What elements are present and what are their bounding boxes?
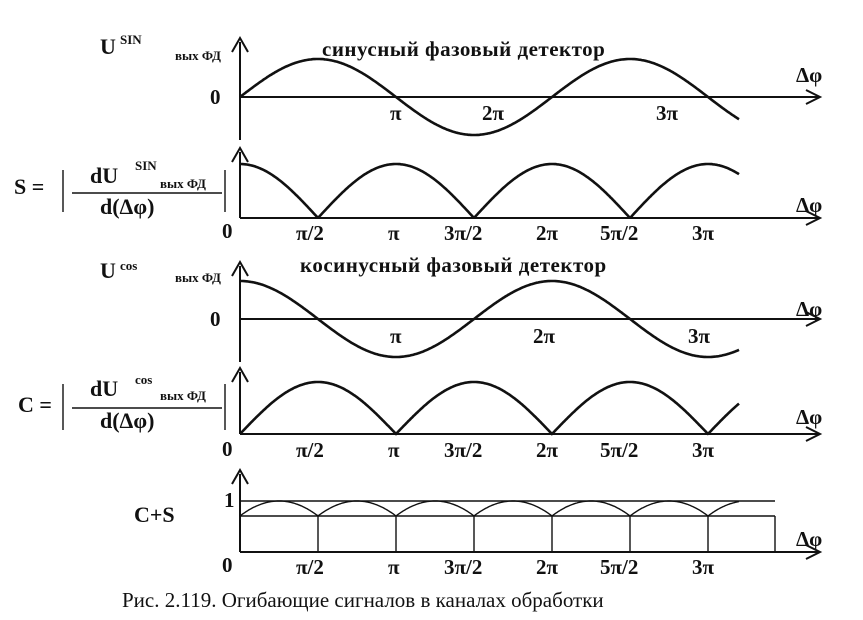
y-arrow <box>231 145 249 163</box>
c-lhs: C = <box>18 392 52 417</box>
cos-ylabel-sup: cos <box>120 258 137 273</box>
cs-xlabel: Δφ <box>796 527 822 551</box>
s-lhs: S = <box>14 174 44 199</box>
cs-tick-label: π <box>388 555 400 579</box>
cos-title: косинусный фазовый детектор <box>300 253 607 277</box>
y-arrow <box>231 259 249 277</box>
y-arrow <box>231 467 249 485</box>
x-arrow <box>805 89 823 105</box>
c-xlabel: Δφ <box>796 405 822 429</box>
sin-title: синусный фазовый детектор <box>322 37 605 61</box>
s-tick-label: 5π/2 <box>600 221 638 245</box>
s-num-sub: вых ФД <box>160 176 206 191</box>
figure-caption: Рис. 2.119. Огибающие сигналов в каналах… <box>122 588 604 612</box>
s-tick-label: π <box>388 221 400 245</box>
sin-tick-2pi: 2π <box>482 101 505 125</box>
c-num-main: dU <box>90 376 118 401</box>
cs-tick-label: π/2 <box>296 555 324 579</box>
c-curve <box>239 380 740 436</box>
cos-ylabel-sub: вых ФД <box>175 270 221 285</box>
s-origin: 0 <box>222 219 233 243</box>
s-tick-label: 3π <box>692 221 715 245</box>
c-tick-label: 3π <box>692 438 715 462</box>
sin-ylabel-sup: SIN <box>120 32 142 47</box>
cs-origin: 0 <box>222 553 233 577</box>
cos-xlabel: Δφ <box>796 297 822 321</box>
sin-tick-3pi: 3π <box>656 101 679 125</box>
sin-xlabel: Δφ <box>796 63 822 87</box>
cos-ylabel-main: U <box>100 258 116 283</box>
panel-cos: U cos вых ФД косинусный фазовый детектор… <box>100 253 822 362</box>
cs-envelope <box>239 500 740 517</box>
cos-tick-pi: π <box>390 324 402 348</box>
sin-ylabel-sub: вых ФД <box>175 48 221 63</box>
cs-verticals <box>317 516 776 552</box>
cos-curve <box>240 279 740 359</box>
x-arrow <box>805 311 823 327</box>
c-tick-label: π <box>388 438 400 462</box>
c-num-sup: cos <box>135 372 152 387</box>
cs-tick-label: 2π <box>536 555 559 579</box>
cs-tick-label: 3π/2 <box>444 555 482 579</box>
s-tick-label: π/2 <box>296 221 324 245</box>
c-denominator: d(Δφ) <box>100 408 154 433</box>
y-arrow <box>231 35 249 53</box>
cs-tick-label: 5π/2 <box>600 555 638 579</box>
cos-tick-3pi: 3π <box>688 324 711 348</box>
cos-origin: 0 <box>210 307 221 331</box>
x-arrow <box>805 544 823 560</box>
sin-curve <box>239 57 740 137</box>
s-xlabel: Δφ <box>796 193 822 217</box>
s-denominator: d(Δφ) <box>100 194 154 219</box>
c-tick-label: 3π/2 <box>444 438 482 462</box>
cos-tick-2pi: 2π <box>533 324 556 348</box>
x-arrow <box>805 210 823 226</box>
sin-origin: 0 <box>210 85 221 109</box>
panel-c: C = dU cos вых ФД d(Δφ) 0 Δφ π/2 π 3π/2 2π 5… <box>18 365 823 462</box>
s-curve <box>240 162 740 219</box>
s-tick-labels: π/2 π 3π/2 2π 5π/2 3π <box>296 221 715 245</box>
s-tick-label: 2π <box>536 221 559 245</box>
c-tick-labels: π/2 π 3π/2 2π 5π/2 3π <box>296 438 715 462</box>
c-tick-label: π/2 <box>296 438 324 462</box>
sin-ylabel-main: U <box>100 34 116 59</box>
cs-label: C+S <box>134 502 175 527</box>
x-arrow <box>805 426 823 442</box>
sin-tick-pi: π <box>390 101 402 125</box>
cs-tick-label: 3π <box>692 555 715 579</box>
panel-cs: C+S 1 0 Δφ π/2 π 3π/2 2π 5π/2 3π <box>134 467 823 579</box>
c-num-sub: вых ФД <box>160 388 206 403</box>
s-num-sup: SIN <box>135 158 157 173</box>
c-tick-label: 2π <box>536 438 559 462</box>
c-origin: 0 <box>222 437 233 461</box>
s-num-main: dU <box>90 163 118 188</box>
s-tick-label: 3π/2 <box>444 221 482 245</box>
panel-s: S = dU SIN вых ФД d(Δφ) 0 Δφ π/2 π 3π/2 2π 5… <box>14 145 823 245</box>
panel-sin: U SIN вых ФД синусный фазовый детектор 0… <box>100 32 822 140</box>
y-arrow <box>231 365 249 383</box>
c-tick-label: 5π/2 <box>600 438 638 462</box>
cs-level-label: 1 <box>224 488 235 512</box>
cs-tick-labels: π/2 π 3π/2 2π 5π/2 3π <box>296 555 715 579</box>
